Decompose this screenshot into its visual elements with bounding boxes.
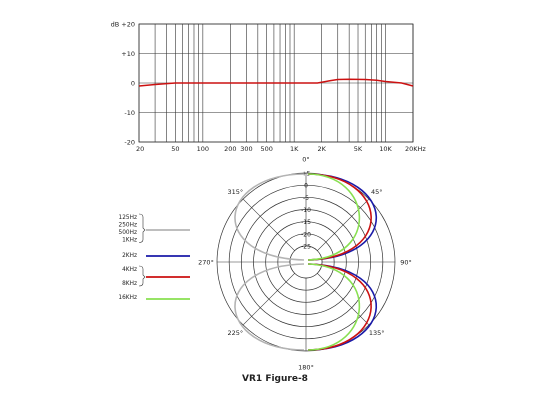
radial-tick-label: -10 <box>301 207 311 214</box>
legend-label: 2KHz <box>122 253 137 259</box>
angle-label: 90° <box>400 259 412 267</box>
radial-tick-label: -25 <box>301 244 311 251</box>
angle-spoke <box>242 273 295 326</box>
angle-label: 225° <box>227 329 243 337</box>
polar-grid <box>216 172 396 352</box>
x-tick-label: 20KHz <box>405 145 426 153</box>
polar-series-group <box>234 173 378 351</box>
polar-pattern-curve <box>234 173 305 261</box>
x-tick-label: 2K <box>317 145 326 153</box>
legend-brace <box>138 213 146 243</box>
legend-brace <box>138 265 146 287</box>
legend-label: 250Hz <box>119 223 137 229</box>
radial-tick-labels: +5 0 -5 -10 -15 -20 -25 <box>301 171 311 251</box>
legend-label: 500Hz <box>119 230 137 236</box>
angle-label: 0° <box>302 156 309 164</box>
legend-label: 4KHz <box>122 267 137 273</box>
legend-label: 8KHz <box>122 281 137 287</box>
x-tick-label: 500 <box>260 145 272 153</box>
polar-pattern-curve <box>307 263 378 351</box>
x-tick-label: 50 <box>171 145 179 153</box>
x-tick-label: 5K <box>354 145 363 153</box>
radial-tick-label: -15 <box>301 219 311 226</box>
angle-label: 270° <box>198 259 214 267</box>
angle-label: 135° <box>369 329 385 337</box>
polar-pattern-curve <box>307 263 361 351</box>
angle-label: 315° <box>227 188 243 196</box>
frequency-response-chart: dB +20 +10 0 -10 -20 20 50 100 200 300 500 1K 2K 5K 1… <box>111 21 427 154</box>
polar-pattern-curve <box>307 173 361 261</box>
x-tick-label: 10K <box>379 145 392 153</box>
x-tick-label: 20 <box>136 145 144 153</box>
x-tick-label: 100 <box>197 145 209 153</box>
angle-labels: 0° 45° 90° 135° 180° 225° 270° 315° <box>198 156 412 372</box>
polar-pattern-curve <box>307 263 372 351</box>
y-tick-label: 0 <box>131 80 135 88</box>
radial-tick-label: +5 <box>302 171 311 178</box>
angle-label: 180° <box>298 364 314 372</box>
polar-pattern-curve <box>307 173 372 261</box>
x-tick-label: 1K <box>290 145 299 153</box>
response-curve <box>138 78 414 87</box>
figure-caption: VR1 Figure-8 <box>242 374 308 384</box>
angle-spoke <box>317 198 370 251</box>
y-tick-labels: dB +20 +10 0 -10 -20 <box>111 21 135 147</box>
series-group <box>138 78 414 87</box>
y-tick-label: +10 <box>121 50 135 58</box>
radial-tick-label: -5 <box>303 195 309 202</box>
legend-label: 16KHz <box>118 295 137 301</box>
legend-label: 1KHz <box>122 238 137 244</box>
x-tick-label: 200 <box>224 145 236 153</box>
radial-tick-label: 0 <box>304 183 308 190</box>
radial-tick-label: -20 <box>301 231 311 238</box>
angle-spoke <box>242 198 295 251</box>
x-tick-label: 300 <box>240 145 252 153</box>
y-tick-label: dB +20 <box>111 21 135 29</box>
angle-spoke <box>317 273 370 326</box>
angle-label: 45° <box>371 188 383 196</box>
polar-pattern-curve <box>307 173 378 261</box>
x-tick-labels: 20 50 100 200 300 500 1K 2K 5K 10K 20KHz <box>136 145 426 153</box>
y-tick-label: -10 <box>124 109 135 117</box>
legend-label: 125Hz <box>119 215 137 221</box>
y-tick-label: -20 <box>124 139 135 147</box>
polar-pattern-curve <box>234 263 305 351</box>
center-circle <box>289 245 323 279</box>
polar-pattern-chart: +5 0 -5 -10 -15 -20 -25 0° 45° 90° 135° 180° 225° 27… <box>198 156 412 372</box>
